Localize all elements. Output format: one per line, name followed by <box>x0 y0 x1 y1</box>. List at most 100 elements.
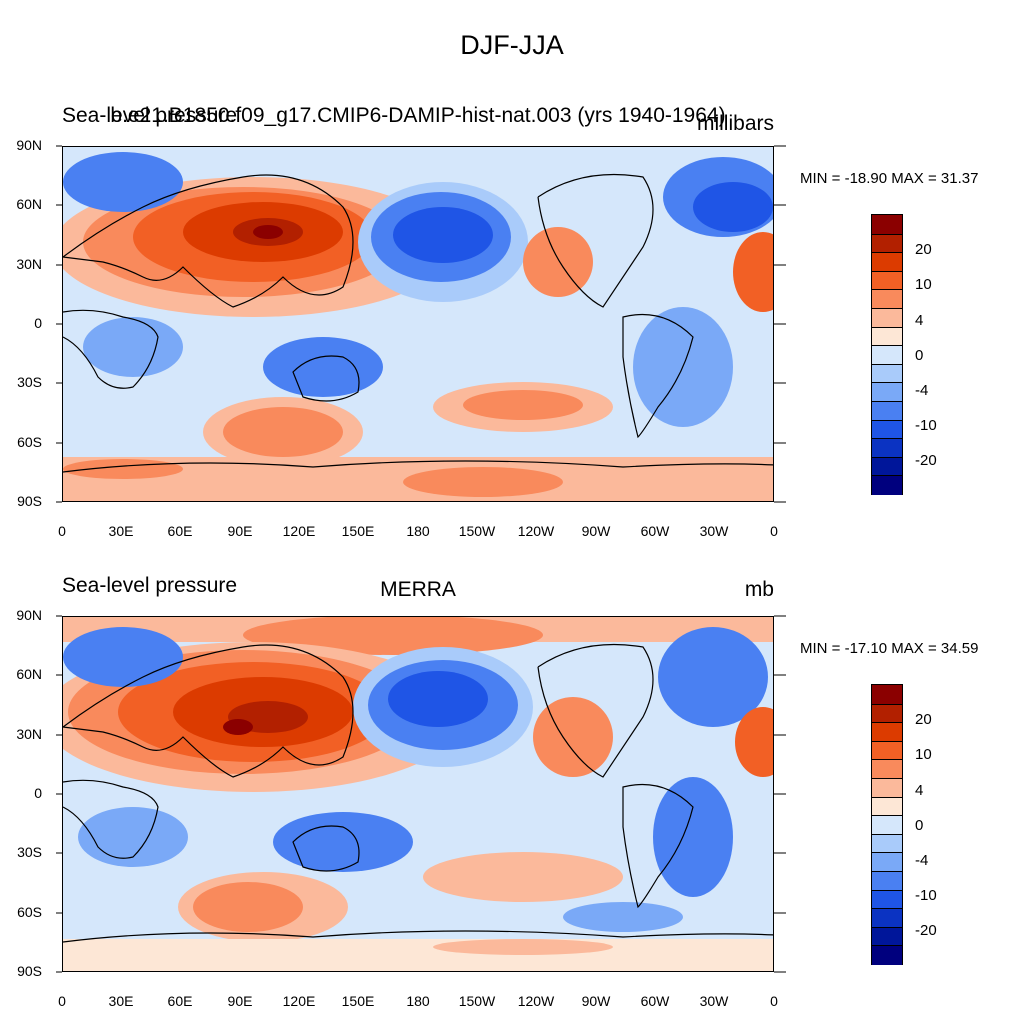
p2-lon-12: 0 <box>770 993 778 1009</box>
panel2-contours <box>63 617 773 971</box>
colorbar-box <box>872 419 902 440</box>
p1-lon-2: 60E <box>167 523 193 539</box>
p2-lat-2: 30N <box>16 726 42 742</box>
panel2-min-max: MIN = -17.10 MAX = 34.59 <box>800 640 979 657</box>
colorbar-box <box>872 215 902 235</box>
p1-cb-label-3: 0 <box>915 347 924 364</box>
p1-lon-1: 30E <box>108 523 134 539</box>
p1-lon-5: 150E <box>341 523 375 539</box>
p2-lon-7: 150W <box>458 993 496 1009</box>
p2-cb-label-0: 20 <box>915 711 932 728</box>
colorbar-box <box>872 270 902 291</box>
p1-cb-label-5: -10 <box>915 417 937 434</box>
colorbar-box <box>872 289 902 310</box>
p1-lat-3: 0 <box>34 315 42 331</box>
p1-lat-2: 30N <box>16 256 42 272</box>
p1-lon-11: 30W <box>699 523 729 539</box>
p2-lat-6: 90S <box>17 963 42 979</box>
colorbar-box <box>872 945 902 966</box>
colorbar-box <box>872 796 902 817</box>
p2-cb-label-4: -4 <box>915 852 929 869</box>
p1-cb-label-1: 10 <box>915 276 932 293</box>
colorbar-box <box>872 401 902 422</box>
panel2-center-title: MERRA <box>380 578 456 601</box>
colorbar-box <box>872 908 902 929</box>
p2-lon-10: 60W <box>640 993 670 1009</box>
p2-cb-label-1: 10 <box>915 746 932 763</box>
p1-lat-0: 90N <box>16 137 42 153</box>
panel1-colorbar <box>871 214 903 496</box>
p2-lon-8: 120W <box>517 993 555 1009</box>
colorbar-box <box>872 363 902 384</box>
colorbar-box <box>872 252 902 273</box>
p2-cb-label-3: 0 <box>915 817 924 834</box>
p2-lon-2: 60E <box>167 993 193 1009</box>
p1-cb-label-6: -20 <box>915 452 937 469</box>
p2-cb-label-5: -10 <box>915 887 937 904</box>
p2-lon-6: 180 <box>406 993 430 1009</box>
p2-lat-1: 60N <box>16 666 42 682</box>
colorbar-box <box>872 722 902 743</box>
colorbar-box <box>872 778 902 799</box>
colorbar-box <box>872 703 902 724</box>
panel1-left-title: Sea-level pressure <box>62 104 238 127</box>
colorbar-box <box>872 475 902 496</box>
panel1-min-max: MIN = -18.90 MAX = 31.37 <box>800 170 979 187</box>
p2-lon-5: 150E <box>341 993 375 1009</box>
colorbar-box <box>872 456 902 477</box>
colorbar-box <box>872 759 902 780</box>
panel2-map <box>62 616 774 972</box>
figure-title: DJF-JJA <box>460 30 564 60</box>
colorbar-box <box>872 438 902 459</box>
panel1-center-title: b.e21.B1850.f09_g17.CMIP6-DAMIP-hist-nat… <box>110 104 726 127</box>
p2-lon-4: 120E <box>282 993 316 1009</box>
panel1-coastlines <box>63 173 773 473</box>
colorbar-box <box>872 833 902 854</box>
colorbar-box <box>872 815 902 836</box>
p1-lat-1: 60N <box>16 196 42 212</box>
p1-lon-10: 60W <box>640 523 670 539</box>
p1-lat-6: 90S <box>17 493 42 509</box>
p1-lat-4: 30S <box>17 374 42 390</box>
panel2-ticks <box>56 615 786 973</box>
colorbar-box <box>872 345 902 366</box>
p1-lon-7: 150W <box>458 523 496 539</box>
panel2-units: mb <box>744 578 774 601</box>
panel1-map <box>62 146 774 502</box>
p2-lat-5: 60S <box>17 904 42 920</box>
panel2-left-title: Sea-level pressure <box>62 574 238 597</box>
p2-lon-9: 90W <box>581 993 611 1009</box>
p2-lon-3: 90E <box>227 993 253 1009</box>
colorbar-box <box>872 326 902 347</box>
panel1-contours <box>63 152 773 501</box>
p1-cb-label-0: 20 <box>915 241 932 258</box>
p2-lat-0: 90N <box>16 607 42 623</box>
p2-lon-11: 30W <box>699 993 729 1009</box>
p2-lon-1: 30E <box>108 993 134 1009</box>
p1-lon-8: 120W <box>517 523 555 539</box>
p1-cb-label-2: 4 <box>915 312 924 329</box>
colorbar-box <box>872 889 902 910</box>
p1-lon-9: 90W <box>581 523 611 539</box>
colorbar-box <box>872 852 902 873</box>
p1-lon-4: 120E <box>282 523 316 539</box>
p2-lat-4: 30S <box>17 844 42 860</box>
panel2-colorbar <box>871 684 903 966</box>
p1-lon-3: 90E <box>227 523 253 539</box>
p2-cb-label-2: 4 <box>915 782 924 799</box>
panel1-ticks <box>56 145 786 503</box>
panel2-coastlines <box>63 643 773 943</box>
p1-lat-5: 60S <box>17 434 42 450</box>
p2-cb-label-6: -20 <box>915 922 937 939</box>
colorbar-box <box>872 871 902 892</box>
colorbar-box <box>872 233 902 254</box>
p1-lon-12: 0 <box>770 523 778 539</box>
colorbar-box <box>872 740 902 761</box>
colorbar-box <box>872 308 902 329</box>
p2-lat-3: 0 <box>34 785 42 801</box>
colorbar-box <box>872 382 902 403</box>
p1-lon-6: 180 <box>406 523 430 539</box>
p1-lon-0: 0 <box>58 523 66 539</box>
colorbar-box <box>872 926 902 947</box>
colorbar-box <box>872 685 902 705</box>
